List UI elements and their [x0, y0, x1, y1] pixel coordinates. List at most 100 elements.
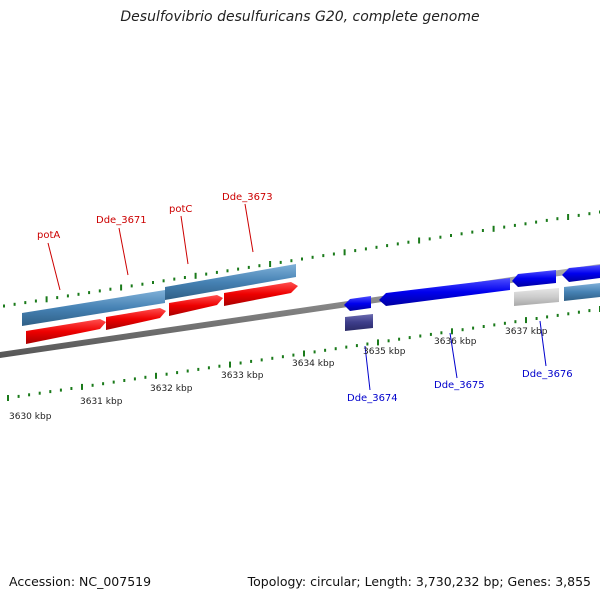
tick-label-3632: 3632 kbp	[150, 384, 193, 394]
minor-tick	[514, 320, 517, 324]
gene-arrow-potA[interactable]	[26, 319, 106, 344]
minor-tick	[70, 387, 73, 390]
tick-label-3637: 3637 kbp	[505, 327, 548, 337]
minor-tick	[556, 217, 559, 221]
minor-tick	[162, 279, 165, 283]
minor-tick	[292, 353, 295, 357]
minor-tick	[239, 361, 242, 365]
genome-summary-text: Topology: circular; Length: 3,730,232 bp…	[247, 574, 591, 589]
minor-tick	[3, 304, 5, 308]
minor-tick	[88, 291, 91, 295]
minor-tick	[419, 334, 422, 338]
minor-tick	[91, 383, 94, 387]
minor-tick	[66, 294, 69, 298]
minor-tick	[152, 281, 154, 284]
minor-tick	[588, 309, 591, 313]
minor-tick	[577, 213, 580, 217]
major-tick	[269, 261, 272, 267]
gene-arrow-potC[interactable]	[169, 295, 223, 316]
minor-tick	[396, 242, 399, 246]
major-tick	[525, 317, 527, 324]
minor-tick	[17, 394, 20, 398]
gene-label-Dde_3673[interactable]: Dde_3673	[222, 192, 273, 203]
minor-tick	[123, 379, 126, 382]
gene-arrow-Dde_3676[interactable]	[512, 270, 556, 287]
minor-tick	[98, 289, 101, 293]
major-tick	[567, 214, 570, 220]
minor-tick	[387, 339, 390, 343]
leader-Dde_3674	[364, 345, 371, 391]
leader-Dde_3673	[244, 203, 254, 253]
major-tick	[120, 284, 123, 291]
minor-tick	[366, 342, 369, 346]
minor-tick	[247, 265, 250, 269]
tick-label-3635: 3635 kbp	[363, 347, 406, 357]
minor-tick	[503, 225, 506, 229]
minor-tick	[461, 328, 464, 332]
gene-arrow-Dde_3674[interactable]	[344, 296, 371, 311]
gene-arrow-Dde_3675[interactable]	[379, 278, 510, 306]
minor-tick	[313, 350, 316, 354]
minor-tick	[207, 366, 210, 370]
minor-tick	[197, 367, 200, 371]
major-tick	[377, 339, 379, 346]
minor-tick	[354, 249, 357, 253]
minor-tick	[324, 348, 327, 352]
page-title: Desulfovibrio desulfuricans G20, complet…	[120, 9, 480, 25]
gene-arrow-Dde_3671[interactable]	[106, 308, 166, 330]
minor-tick	[567, 312, 570, 316]
leader-Dde_3671	[118, 227, 129, 276]
minor-tick	[311, 255, 314, 259]
minor-tick	[205, 272, 208, 276]
gene-arrow-partial[interactable]	[562, 265, 600, 282]
major-tick	[303, 350, 305, 357]
gene-label-potA[interactable]: potA	[37, 230, 60, 241]
tick-label-3633: 3633 kbp	[221, 371, 264, 381]
minor-tick	[281, 355, 284, 359]
minor-tick	[28, 393, 31, 397]
minor-tick	[524, 222, 527, 226]
minor-tick	[112, 380, 115, 384]
gene-label-Dde_3676[interactable]: Dde_3676	[522, 369, 573, 380]
gene-label-Dde_3675[interactable]: Dde_3675	[434, 380, 485, 391]
minor-tick	[34, 299, 37, 303]
minor-tick	[439, 235, 442, 239]
minor-tick	[226, 269, 229, 273]
minor-tick	[535, 220, 538, 224]
leader-potA	[47, 242, 61, 291]
minor-tick	[322, 254, 325, 258]
minor-tick	[258, 264, 261, 268]
minor-tick	[355, 344, 358, 348]
minor-tick	[556, 313, 559, 317]
axis-tick-labels: 3630 kbp 3631 kbp 3632 kbp 3633 kbp 3634…	[9, 327, 548, 422]
major-tick	[451, 328, 453, 335]
minor-tick	[186, 369, 189, 373]
minor-tick	[144, 375, 147, 379]
minor-tick	[271, 356, 274, 360]
purple-bar	[345, 314, 373, 331]
minor-tick	[183, 276, 186, 279]
leader-Dde_3675	[449, 332, 458, 379]
minor-tick	[279, 260, 282, 264]
minor-tick	[440, 331, 443, 335]
gene-label-Dde_3671[interactable]: Dde_3671	[96, 215, 147, 226]
gene-label-Dde_3674[interactable]: Dde_3674	[347, 393, 398, 404]
gene-label-potC[interactable]: potC	[169, 204, 192, 215]
minor-tick	[546, 315, 549, 319]
tick-label-3634: 3634 kbp	[292, 359, 335, 369]
minor-tick	[56, 296, 59, 300]
minor-tick	[408, 336, 411, 340]
minor-tick	[176, 371, 179, 375]
minor-tick	[260, 358, 263, 362]
forward-genes	[26, 282, 298, 344]
gene-arrow-Dde_3673[interactable]	[224, 282, 298, 306]
minor-tick	[577, 310, 580, 314]
minor-tick	[133, 377, 136, 381]
minor-tick	[407, 240, 410, 244]
upper-tick-track	[3, 210, 600, 308]
major-tick	[194, 272, 197, 279]
minor-tick	[429, 332, 432, 336]
minor-tick	[482, 325, 485, 328]
major-tick	[229, 361, 231, 368]
